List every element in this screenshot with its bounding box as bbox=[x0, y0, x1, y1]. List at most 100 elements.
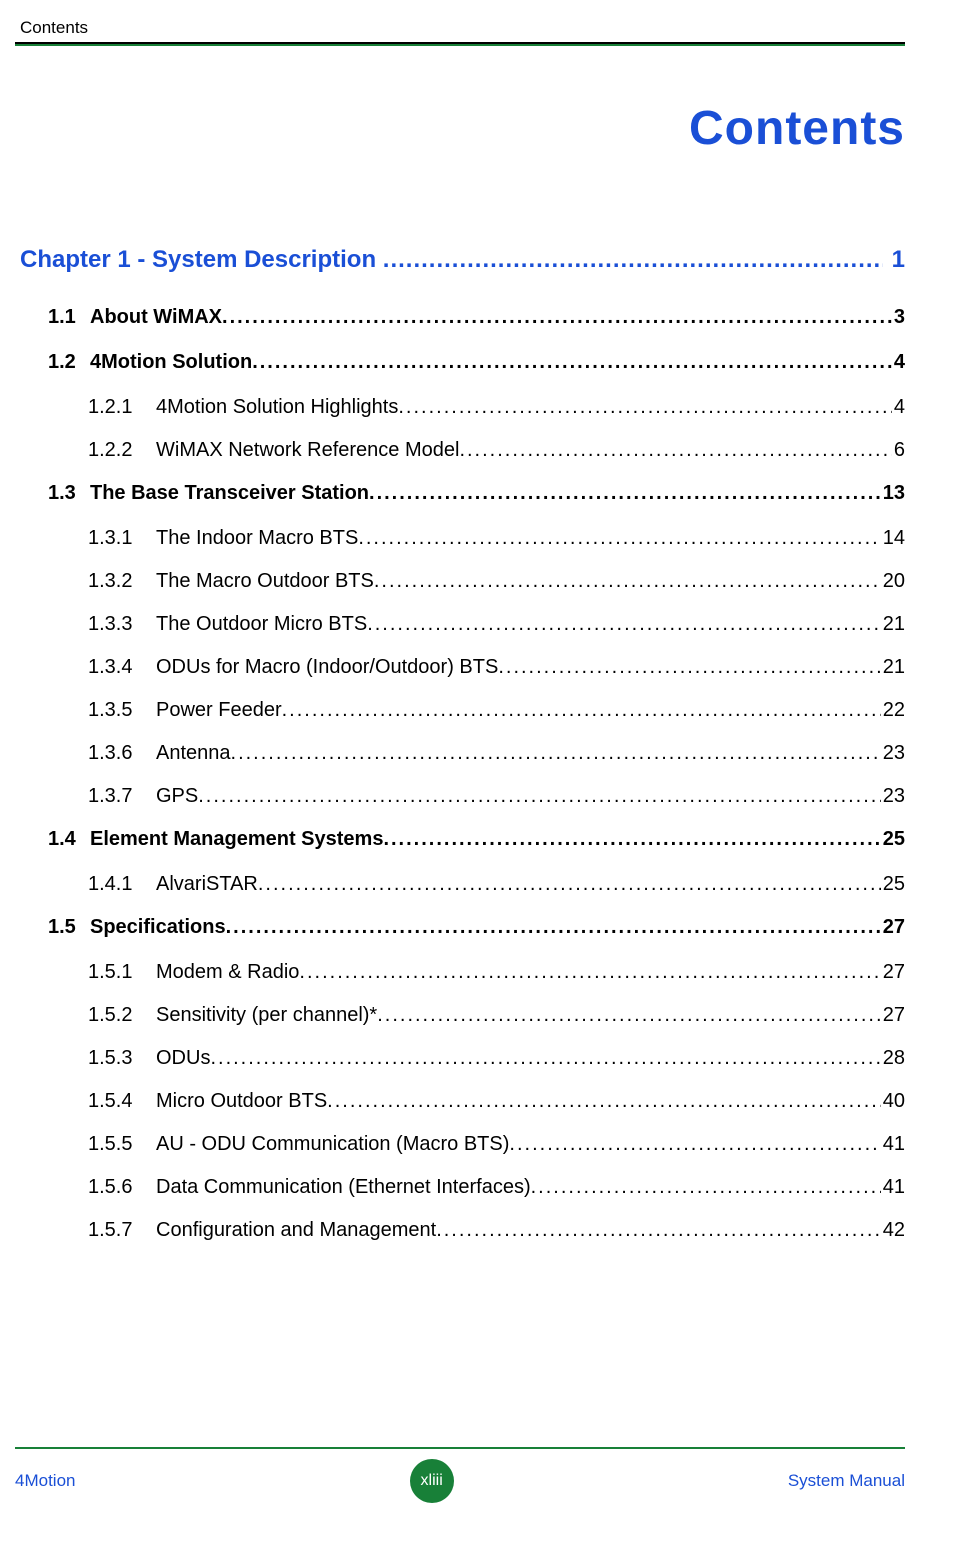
toc-body: 1.1About WiMAX31.24Motion Solution41.2.1… bbox=[20, 306, 905, 1242]
toc-subsection-link[interactable]: 1.3.4ODUs for Macro (Indoor/Outdoor) BTS… bbox=[20, 656, 905, 679]
toc-subsection-link[interactable]: 1.5.4Micro Outdoor BTS 40 bbox=[20, 1090, 905, 1113]
toc-section-number: 1.4 bbox=[48, 828, 90, 851]
page-container: Contents Contents Chapter 1 - System Des… bbox=[0, 0, 975, 1545]
toc-subsection-number: 1.3.5 bbox=[88, 699, 156, 722]
toc-leader-dots bbox=[398, 396, 892, 419]
toc-leader-dots bbox=[198, 785, 881, 808]
toc-subsection-link[interactable]: 1.3.7GPS 23 bbox=[20, 785, 905, 808]
toc-subsection-link[interactable]: 1.3.2The Macro Outdoor BTS 20 bbox=[20, 570, 905, 593]
toc-subsection-number: 1.3.7 bbox=[88, 785, 156, 808]
toc-subsection-page: 22 bbox=[881, 699, 905, 722]
table-of-contents: Chapter 1 - System Description 1 1.1Abou… bbox=[15, 246, 905, 1242]
footer-left: 4Motion bbox=[15, 1471, 75, 1491]
toc-subsection-number: 1.5.2 bbox=[88, 1004, 156, 1027]
page-number-badge: xliii bbox=[410, 1459, 454, 1503]
toc-subsection-link[interactable]: 1.3.3The Outdoor Micro BTS 21 bbox=[20, 613, 905, 636]
running-head: Contents bbox=[15, 18, 905, 38]
page-title: Contents bbox=[15, 101, 905, 156]
toc-leader-dots bbox=[226, 916, 881, 939]
toc-subsection-title: ODUs bbox=[156, 1047, 210, 1070]
toc-subsection-title: Modem & Radio bbox=[156, 961, 299, 984]
toc-leader-dots bbox=[231, 742, 881, 765]
toc-subsection-page: 23 bbox=[881, 742, 905, 765]
toc-section-number: 1.5 bbox=[48, 916, 90, 939]
toc-leader-dots bbox=[327, 1090, 881, 1113]
toc-section-title: About WiMAX bbox=[90, 306, 222, 329]
toc-section-number: 1.1 bbox=[48, 306, 90, 329]
toc-subsection-title: The Outdoor Micro BTS bbox=[156, 613, 367, 636]
toc-subsection-title: The Indoor Macro BTS bbox=[156, 527, 358, 550]
toc-subsection-link[interactable]: 1.5.6Data Communication (Ethernet Interf… bbox=[20, 1176, 905, 1199]
header-rule bbox=[15, 42, 905, 46]
toc-subsection-title: Data Communication (Ethernet Interfaces) bbox=[156, 1176, 531, 1199]
toc-subsection-number: 1.3.4 bbox=[88, 656, 156, 679]
footer-right: System Manual bbox=[788, 1471, 905, 1491]
toc-leader-dots bbox=[258, 873, 881, 896]
toc-subsection-number: 1.5.5 bbox=[88, 1133, 156, 1156]
toc-section-title: 4Motion Solution bbox=[90, 351, 252, 374]
toc-subsection-link[interactable]: 1.5.2Sensitivity (per channel)* 27 bbox=[20, 1004, 905, 1027]
toc-subsection-title: 4Motion Solution Highlights bbox=[156, 396, 398, 419]
toc-leader-dots bbox=[436, 1219, 881, 1242]
toc-subsection-number: 1.3.3 bbox=[88, 613, 156, 636]
toc-subsection-title: WiMAX Network Reference Model bbox=[156, 439, 459, 462]
toc-subsection-link[interactable]: 1.5.3ODUs 28 bbox=[20, 1047, 905, 1070]
toc-subsection-page: 21 bbox=[881, 656, 905, 679]
toc-section-title: Element Management Systems bbox=[90, 828, 383, 851]
toc-subsection-link[interactable]: 1.5.1Modem & Radio 27 bbox=[20, 961, 905, 984]
toc-subsection-link[interactable]: 1.2.2WiMAX Network Reference Model 6 bbox=[20, 439, 905, 462]
toc-leader-dots bbox=[383, 246, 883, 274]
toc-section-number: 1.2 bbox=[48, 351, 90, 374]
toc-section-page: 13 bbox=[881, 482, 905, 505]
toc-subsection-page: 28 bbox=[881, 1047, 905, 1070]
toc-chapter-link[interactable]: Chapter 1 - System Description 1 bbox=[20, 246, 905, 274]
toc-section-title: The Base Transceiver Station bbox=[90, 482, 369, 505]
toc-subsection-number: 1.5.1 bbox=[88, 961, 156, 984]
toc-leader-dots bbox=[509, 1133, 880, 1156]
toc-subsection-title: Antenna bbox=[156, 742, 231, 765]
toc-section-link[interactable]: 1.1About WiMAX 3 bbox=[20, 306, 905, 329]
toc-leader-dots bbox=[282, 699, 881, 722]
toc-subsection-title: Configuration and Management bbox=[156, 1219, 436, 1242]
toc-leader-dots bbox=[367, 613, 881, 636]
toc-subsection-page: 21 bbox=[881, 613, 905, 636]
toc-subsection-page: 23 bbox=[881, 785, 905, 808]
toc-section-link[interactable]: 1.5Specifications 27 bbox=[20, 916, 905, 939]
toc-subsection-link[interactable]: 1.2.14Motion Solution Highlights 4 bbox=[20, 396, 905, 419]
toc-leader-dots bbox=[369, 482, 881, 505]
toc-subsection-link[interactable]: 1.5.5AU - ODU Communication (Macro BTS) … bbox=[20, 1133, 905, 1156]
toc-subsection-link[interactable]: 1.3.1The Indoor Macro BTS 14 bbox=[20, 527, 905, 550]
toc-leader-dots bbox=[210, 1047, 880, 1070]
toc-section-page: 25 bbox=[881, 828, 905, 851]
toc-subsection-link[interactable]: 1.3.6Antenna 23 bbox=[20, 742, 905, 765]
toc-subsection-link[interactable]: 1.3.5Power Feeder 22 bbox=[20, 699, 905, 722]
toc-section-number: 1.3 bbox=[48, 482, 90, 505]
toc-subsection-title: The Macro Outdoor BTS bbox=[156, 570, 374, 593]
toc-leader-dots bbox=[252, 351, 892, 374]
toc-chapter-page: 1 bbox=[890, 246, 905, 274]
toc-subsection-link[interactable]: 1.5.7Configuration and Management 42 bbox=[20, 1219, 905, 1242]
toc-leader-dots bbox=[377, 1004, 881, 1027]
toc-section-title: Specifications bbox=[90, 916, 226, 939]
page-number: xliii bbox=[421, 1472, 443, 1490]
toc-section-link[interactable]: 1.24Motion Solution 4 bbox=[20, 351, 905, 374]
toc-section-link[interactable]: 1.3The Base Transceiver Station 13 bbox=[20, 482, 905, 505]
toc-subsection-page: 4 bbox=[892, 396, 905, 419]
toc-subsection-number: 1.5.3 bbox=[88, 1047, 156, 1070]
toc-subsection-number: 1.3.2 bbox=[88, 570, 156, 593]
toc-section-page: 27 bbox=[881, 916, 905, 939]
toc-subsection-number: 1.3.6 bbox=[88, 742, 156, 765]
toc-section-page: 3 bbox=[892, 306, 905, 329]
toc-section-link[interactable]: 1.4Element Management Systems 25 bbox=[20, 828, 905, 851]
toc-leader-dots bbox=[498, 656, 880, 679]
toc-subsection-page: 6 bbox=[892, 439, 905, 462]
toc-subsection-page: 41 bbox=[881, 1133, 905, 1156]
toc-subsection-page: 14 bbox=[881, 527, 905, 550]
toc-subsection-page: 20 bbox=[881, 570, 905, 593]
toc-subsection-page: 27 bbox=[881, 961, 905, 984]
toc-subsection-page: 40 bbox=[881, 1090, 905, 1113]
toc-subsection-number: 1.5.7 bbox=[88, 1219, 156, 1242]
toc-section-page: 4 bbox=[892, 351, 905, 374]
toc-subsection-link[interactable]: 1.4.1AlvariSTAR 25 bbox=[20, 873, 905, 896]
toc-subsection-page: 27 bbox=[881, 1004, 905, 1027]
